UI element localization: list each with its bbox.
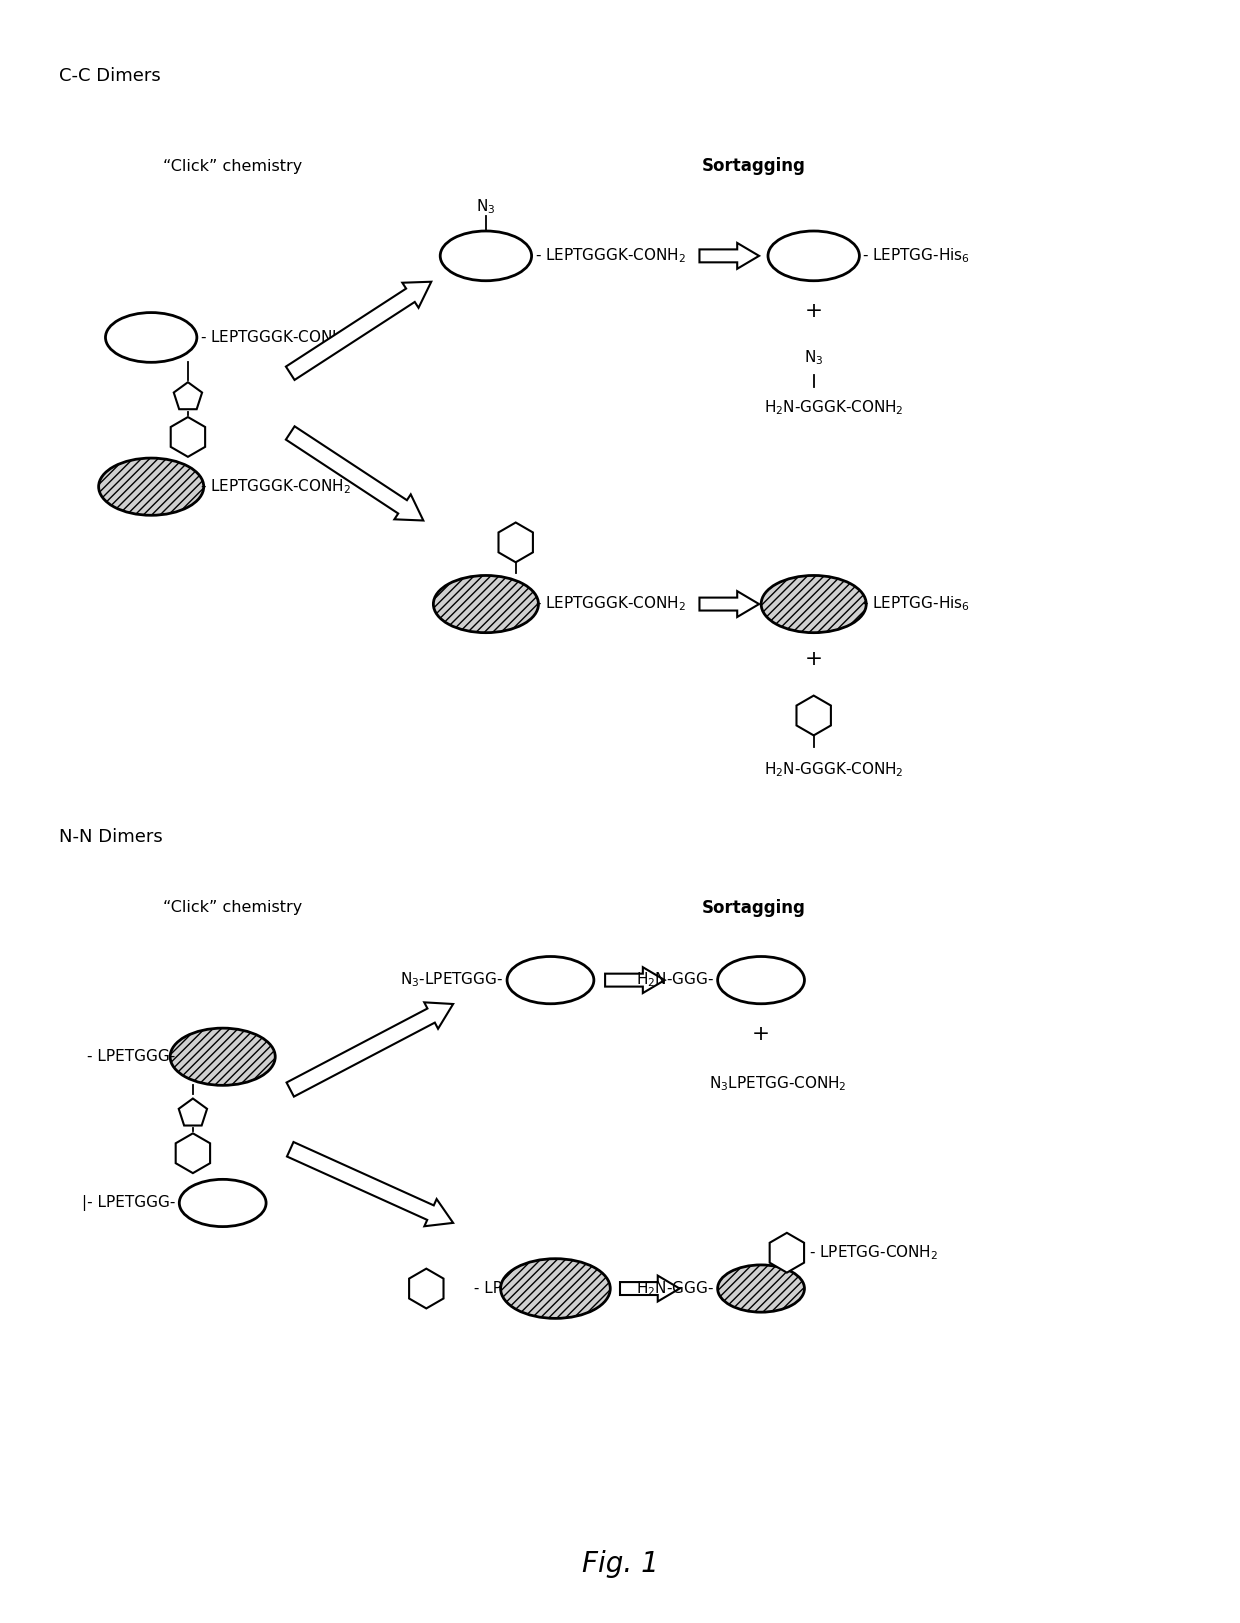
Text: H$_2$N-GGGK-CONH$_2$: H$_2$N-GGGK-CONH$_2$: [764, 760, 904, 779]
Ellipse shape: [170, 1027, 275, 1086]
Text: - LEPTGG-His$_6$: - LEPTGG-His$_6$: [862, 594, 971, 613]
FancyArrow shape: [286, 1003, 453, 1097]
Text: N$_3$: N$_3$: [476, 198, 496, 216]
Polygon shape: [796, 696, 831, 735]
Ellipse shape: [105, 313, 197, 362]
FancyArrow shape: [286, 282, 432, 380]
Ellipse shape: [507, 956, 594, 1003]
Ellipse shape: [433, 576, 538, 633]
Text: - LPETGGG-: - LPETGGG-: [87, 1048, 175, 1065]
Polygon shape: [179, 1099, 207, 1125]
FancyArrow shape: [620, 1276, 680, 1302]
Ellipse shape: [718, 956, 805, 1003]
Text: |- LPETGGG-: |- LPETGGG-: [82, 1195, 175, 1211]
Polygon shape: [409, 1269, 444, 1308]
FancyArrow shape: [699, 243, 759, 269]
Ellipse shape: [440, 230, 532, 281]
FancyArrow shape: [605, 967, 665, 993]
Polygon shape: [174, 381, 202, 409]
Ellipse shape: [501, 1259, 610, 1318]
Text: N$_3$-LPETGGG-: N$_3$-LPETGGG-: [399, 971, 502, 990]
Ellipse shape: [718, 1264, 805, 1311]
Text: N$_3$: N$_3$: [804, 347, 823, 367]
FancyArrow shape: [286, 1143, 453, 1227]
Text: - LEPTGG-His$_6$: - LEPTGG-His$_6$: [862, 247, 971, 265]
Text: - LEPTGGGK-CONH$_2$: - LEPTGGGK-CONH$_2$: [200, 477, 351, 497]
Polygon shape: [770, 1233, 804, 1272]
Ellipse shape: [768, 230, 859, 281]
Text: - LEPTGGGK-CONH$_2$: - LEPTGGGK-CONH$_2$: [200, 328, 351, 347]
Polygon shape: [171, 417, 205, 456]
Text: N$_3$LPETGG-CONH$_2$: N$_3$LPETGG-CONH$_2$: [709, 1074, 847, 1092]
Ellipse shape: [180, 1180, 267, 1227]
Text: - LPETGG-CONH$_2$: - LPETGG-CONH$_2$: [808, 1243, 937, 1263]
Text: H$_2$N-GGGK-CONH$_2$: H$_2$N-GGGK-CONH$_2$: [764, 399, 904, 417]
Text: - LEPTGGGK-CONH$_2$: - LEPTGGGK-CONH$_2$: [534, 594, 686, 613]
Text: - LEPTGGGK-CONH$_2$: - LEPTGGGK-CONH$_2$: [534, 247, 686, 265]
Text: H$_2$N-GGG-: H$_2$N-GGG-: [636, 1279, 714, 1298]
Text: Fig. 1: Fig. 1: [582, 1550, 658, 1578]
Text: C-C Dimers: C-C Dimers: [58, 67, 160, 84]
Text: N-N Dimers: N-N Dimers: [58, 828, 162, 846]
Ellipse shape: [99, 458, 203, 514]
Text: +: +: [805, 300, 822, 321]
Text: +: +: [751, 1024, 770, 1044]
Polygon shape: [498, 523, 533, 562]
Text: - LPETGGG-: - LPETGGG-: [469, 1281, 562, 1297]
Text: H$_2$N-GGG-: H$_2$N-GGG-: [636, 971, 714, 990]
Ellipse shape: [761, 576, 867, 633]
FancyArrow shape: [286, 427, 423, 521]
Text: Sortagging: Sortagging: [702, 899, 806, 917]
FancyArrow shape: [699, 591, 759, 617]
Text: “Click” chemistry: “Click” chemistry: [162, 901, 303, 915]
Polygon shape: [176, 1133, 210, 1173]
Text: “Click” chemistry: “Click” chemistry: [162, 159, 303, 174]
Text: Sortagging: Sortagging: [702, 157, 806, 175]
Text: +: +: [805, 649, 822, 669]
